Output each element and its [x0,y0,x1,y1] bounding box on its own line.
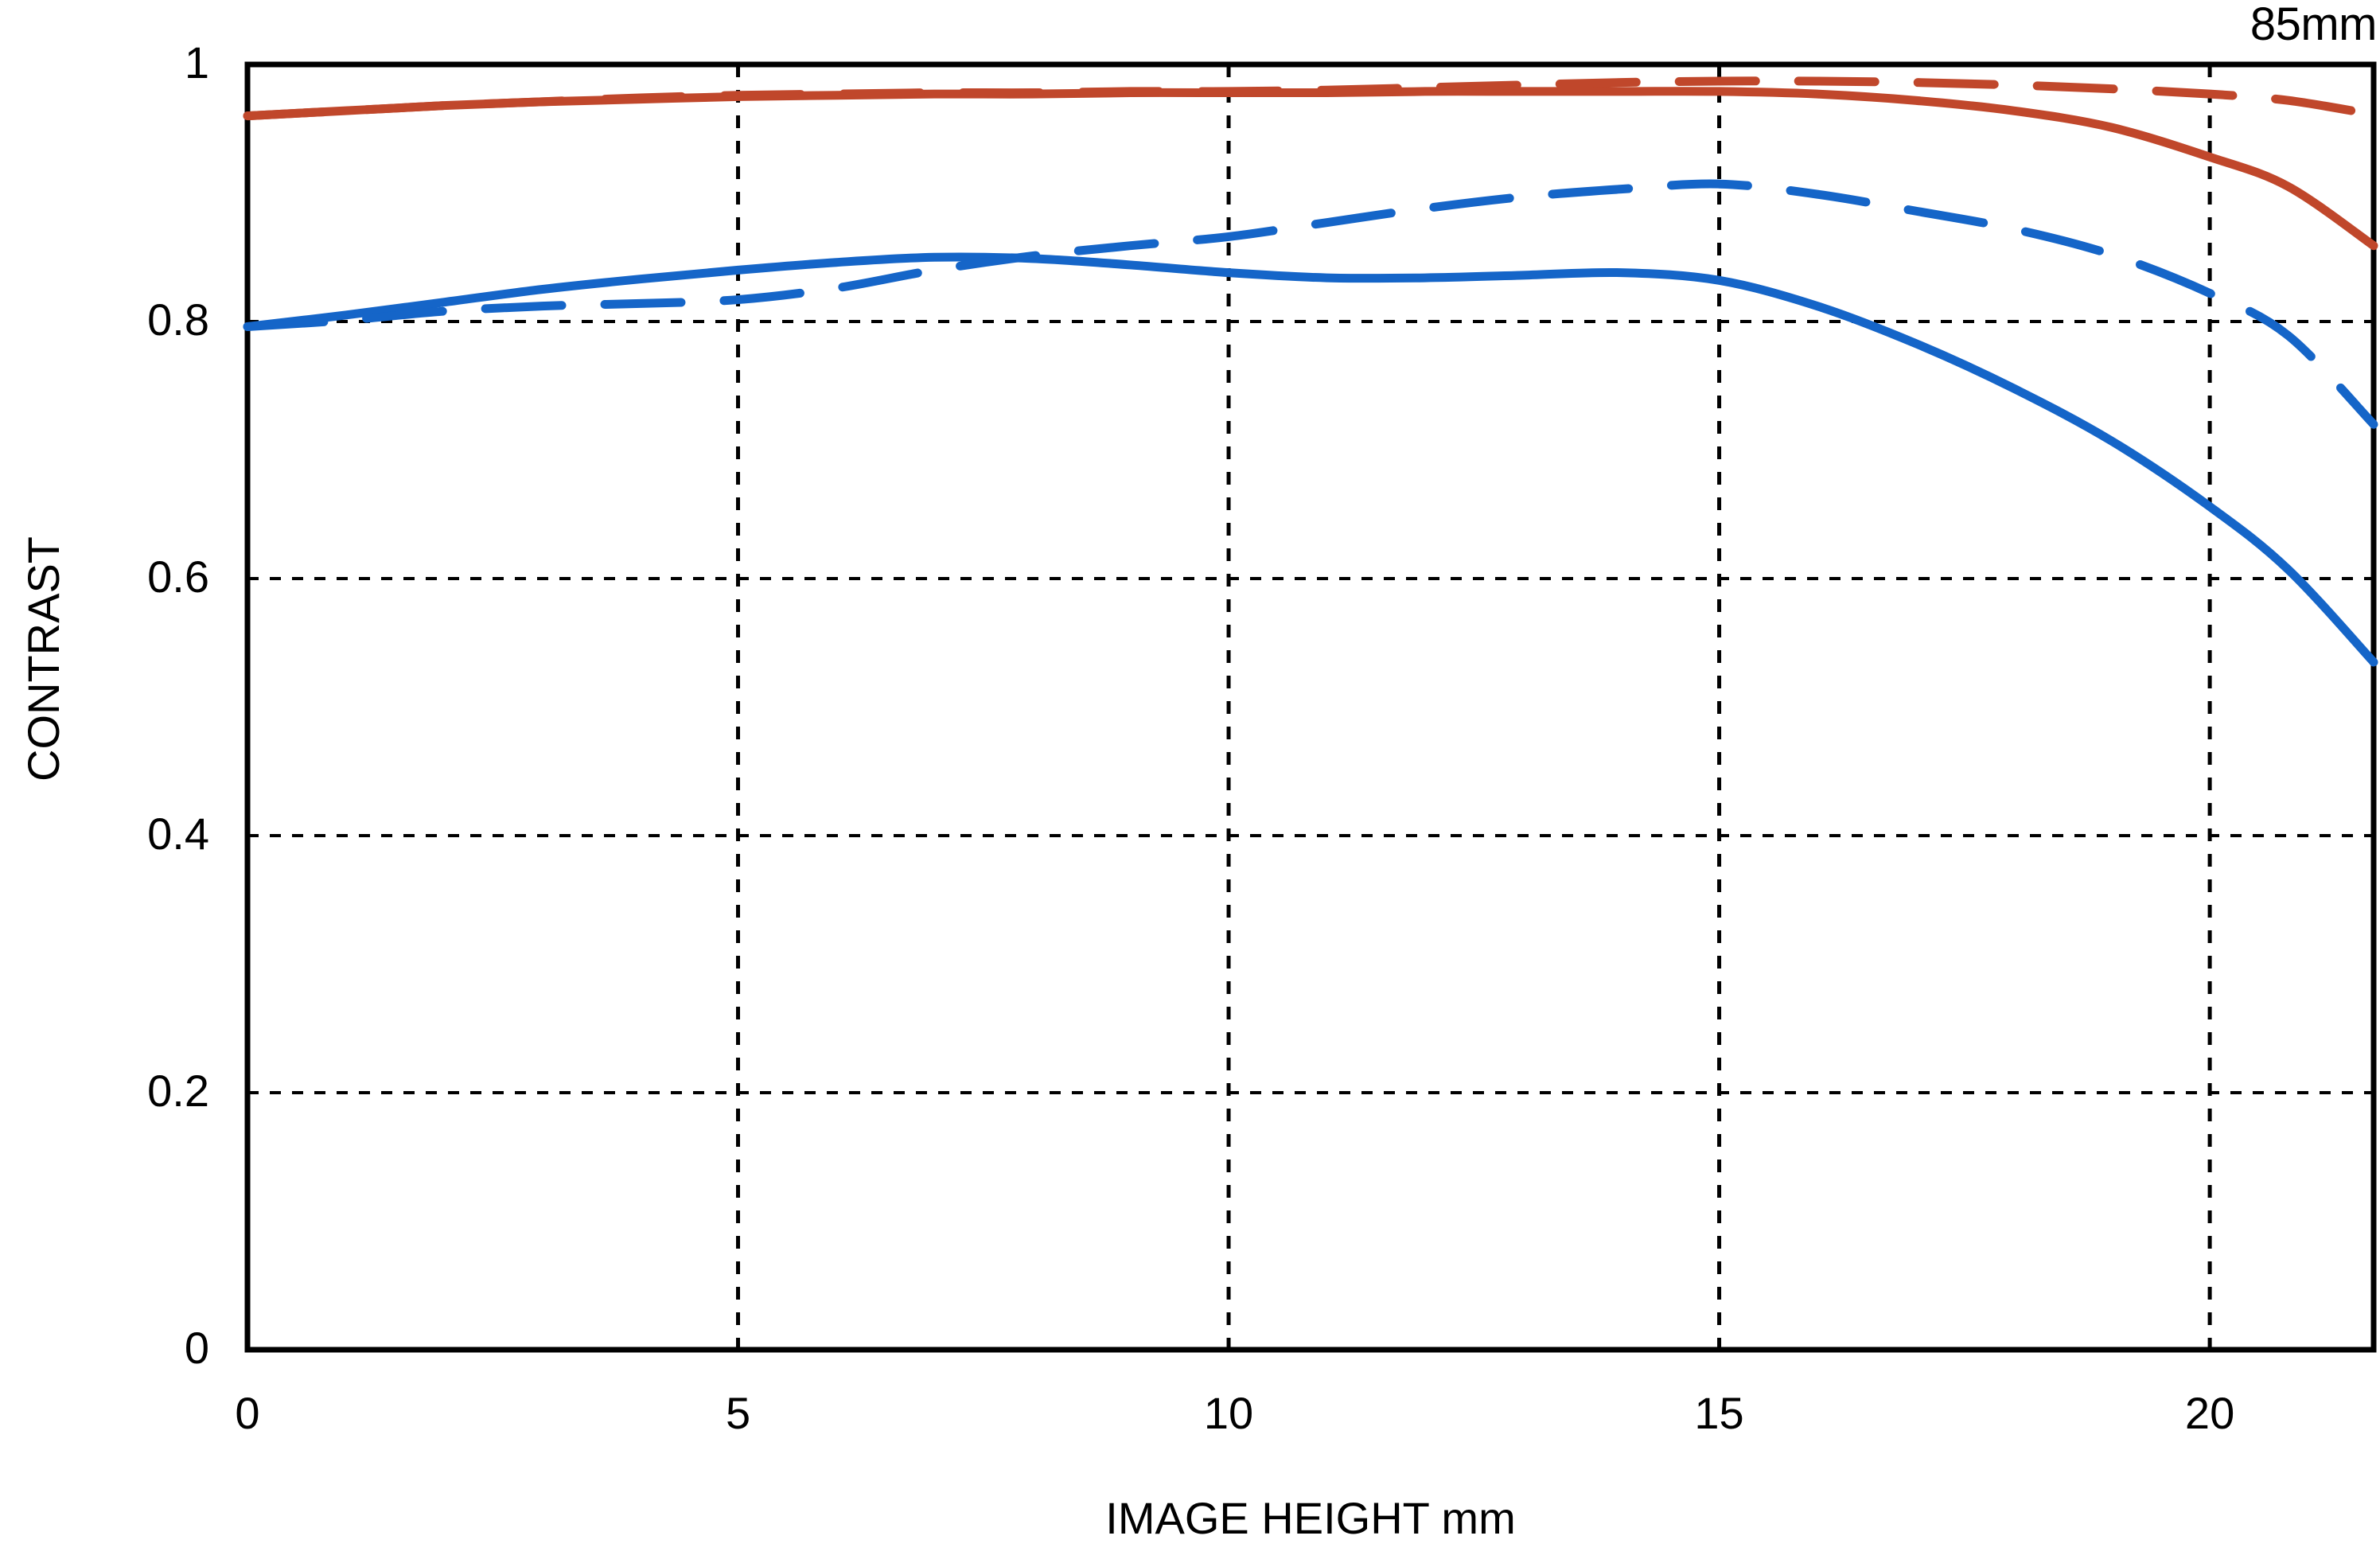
grid-lines [247,64,2374,1350]
x-axis-title: IMAGE HEIGHT mm [1105,1493,1516,1543]
curve-series-2 [243,252,2378,667]
x-tick-label: 15 [1694,1388,1744,1438]
curve-series-1 [243,76,2378,121]
y-tick-label: 0 [184,1323,209,1373]
focal-length-label: 85mm [2250,0,2378,50]
curve-series-0 [243,87,2378,251]
y-tick-label: 1 [184,37,209,88]
x-tick-label: 20 [2184,1388,2235,1438]
y-tick-label: 0.8 [147,294,209,345]
curve-series-3 [243,179,2378,429]
y-tick-label: 0.4 [147,809,209,859]
x-tick-label: 10 [1203,1388,1254,1438]
x-tick-label: 5 [725,1388,751,1438]
y-tick-label: 0.6 [147,552,209,602]
y-tick-label: 0.2 [147,1066,209,1116]
plot-frame [244,61,2377,1353]
data-curves [243,76,2378,667]
x-tick-label: 0 [235,1388,260,1438]
